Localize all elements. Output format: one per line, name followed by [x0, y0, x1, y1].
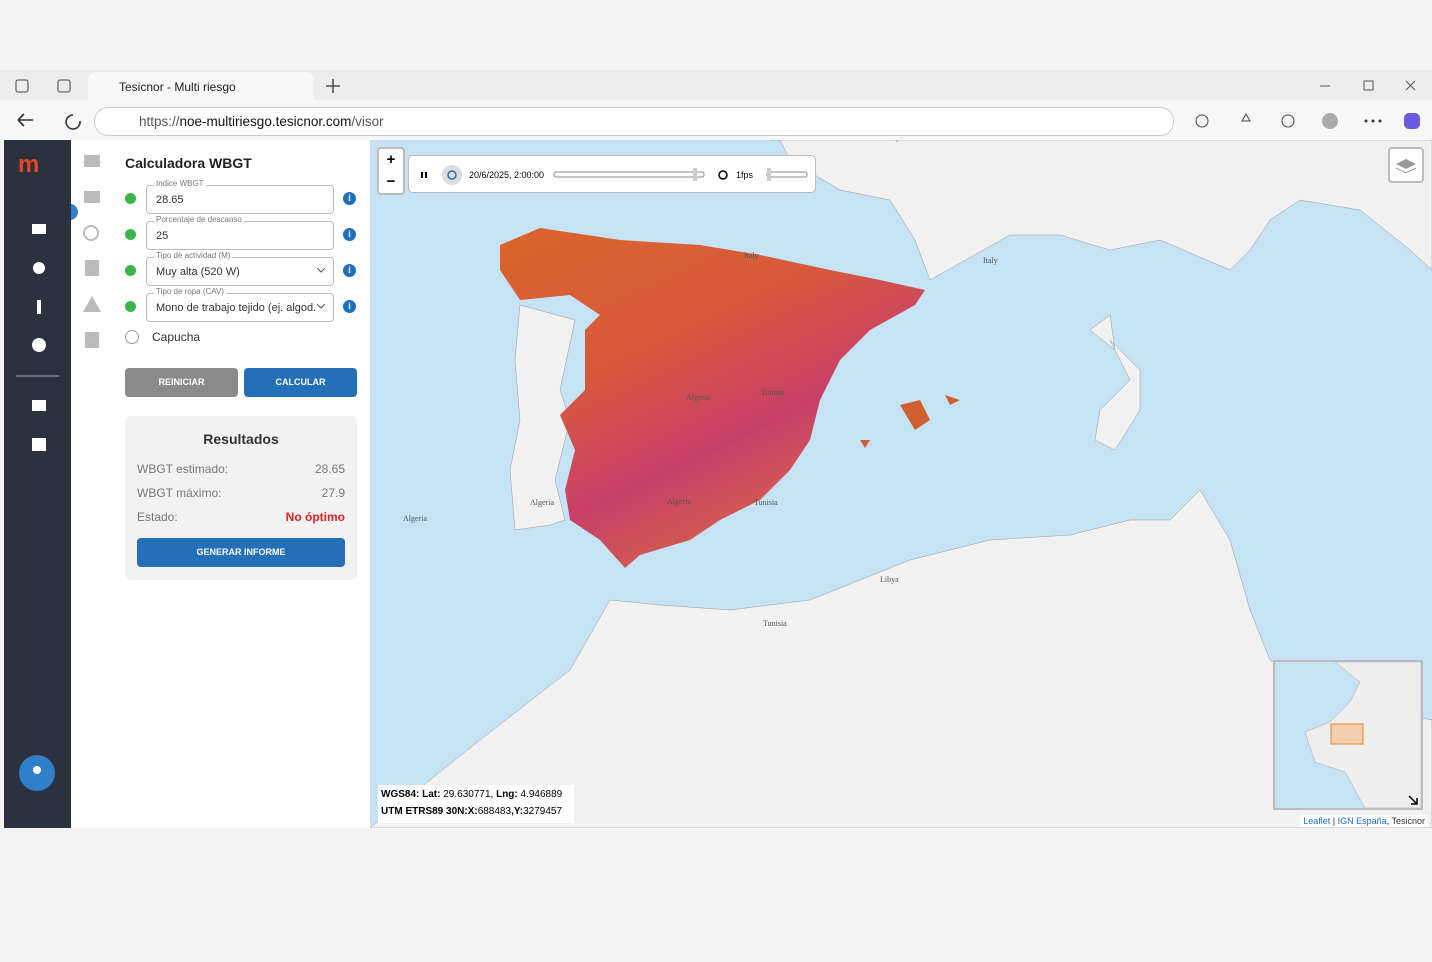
coordinates: WGS84: Lat: 29.630771, Lng: 4.946889 UTM …	[378, 785, 574, 823]
url-host: noe-multiriesgo.tesicnor.com	[179, 114, 352, 129]
checkbox-label: Capucha	[152, 330, 201, 344]
minimap-canvas	[1304, 661, 1422, 809]
place-label: Tunisia	[761, 388, 785, 397]
result-value: No óptimo	[285, 510, 345, 524]
place-label: Italy	[885, 140, 900, 142]
wgs-label: WGS84:	[381, 789, 420, 800]
wbgt-panel: Calculadora WBGT Indice WBGT 28.65 i Porc…	[113, 140, 370, 828]
results-box: Resultados WBGT estimado: 28.65 WBGT máxi…	[125, 416, 357, 580]
dropdown-arrow	[317, 304, 325, 309]
field-value: Muy alta (520 W)	[156, 266, 240, 278]
tesicnor: Tesicnor	[1391, 816, 1425, 826]
player-fps: 1fps	[736, 170, 754, 180]
player-datetime: 20/6/2025, 2:00:00	[469, 170, 545, 180]
attribution: Leaflet | IGN España, Tesicnor	[1300, 815, 1428, 827]
field-label: Porcentaje de descanso	[154, 215, 244, 224]
minimap[interactable]	[1273, 660, 1423, 810]
toolbar-icons	[1195, 112, 1420, 129]
x: 688483	[477, 806, 512, 817]
place-label: Algeria	[686, 393, 710, 402]
panel-title: Calculadora WBGT	[125, 155, 252, 171]
input-field[interactable]: Tipo de actividad (M) Muy alta (520 W)	[146, 251, 334, 286]
svg-text:m: m	[18, 151, 39, 178]
dropdown-arrow	[317, 268, 325, 273]
lng-label: Lng:	[496, 789, 518, 800]
results-title: Resultados	[203, 431, 279, 447]
result-label: Estado:	[137, 510, 178, 524]
field-value: Mono de trabajo tejido (ej. algod...	[156, 302, 316, 314]
sep: |	[1332, 816, 1336, 826]
field-value: 28.65	[156, 194, 184, 206]
zoom-control: + −	[377, 147, 405, 195]
y-label: ,Y:	[511, 806, 524, 817]
report-button[interactable]: GENERAR INFORME	[137, 538, 345, 567]
url-prefix: https://	[139, 114, 180, 129]
zoom-in[interactable]: +	[386, 151, 396, 168]
tool-icon-set	[62, 155, 101, 348]
nav-buttons	[17, 113, 81, 130]
place-label: Algeria	[530, 498, 554, 507]
place-label: Italy	[744, 251, 759, 260]
app-sidebar: m	[4, 140, 71, 828]
result-label: WBGT máximo:	[137, 486, 222, 500]
sep: ,	[1386, 816, 1390, 826]
input-field[interactable]: Indice WBGT 28.65	[146, 179, 334, 214]
field-label: Tipo de ropa (CAV)	[154, 287, 227, 296]
reset-button[interactable]: REINICIAR	[125, 368, 238, 397]
input-field[interactable]: Porcentaje de descanso 25	[146, 215, 334, 250]
calculate-button[interactable]: CALCULAR	[244, 368, 357, 397]
info-button[interactable]: i	[343, 264, 356, 277]
field-label: Indice WBGT	[154, 179, 206, 188]
result-value: 28.65	[314, 462, 345, 476]
info-button[interactable]: i	[343, 300, 356, 313]
status-dot	[125, 193, 136, 204]
place-label: Tunisia	[763, 619, 787, 628]
status-dot	[125, 229, 136, 240]
place-label: Tunisia	[754, 498, 778, 507]
utm-label: UTM ETRS89 30N:	[381, 806, 468, 817]
time-player: 20/6/2025, 2:00:00 1fps	[408, 155, 816, 193]
url-field[interactable]: https://noe-multiriesgo.tesicnor.com/vis…	[94, 107, 1174, 136]
checkbox[interactable]	[125, 330, 139, 344]
x-label: X:	[467, 806, 478, 817]
window-controls	[1320, 80, 1416, 91]
map-canvas	[370, 140, 1432, 828]
layer-icon	[1395, 159, 1417, 174]
leaflet-link[interactable]: Leaflet	[1303, 816, 1331, 826]
input-field[interactable]: Tipo de ropa (CAV) Mono de trabajo tejido…	[146, 287, 334, 322]
place-label: Algeria	[667, 497, 691, 506]
info-button[interactable]: i	[343, 192, 356, 205]
tool-icons	[62, 140, 114, 828]
field-label: Tipo de actividad (M)	[154, 251, 233, 260]
field-value: 25	[156, 230, 169, 242]
info-button[interactable]: i	[343, 228, 356, 241]
tab[interactable]: Tesicnor - Multi riesgo	[88, 72, 314, 100]
player-controls	[421, 165, 808, 185]
result-value: 27.9	[321, 486, 345, 500]
layer-control[interactable]	[1388, 147, 1424, 183]
sidebar-icons: m	[16, 151, 59, 791]
lat-label: Lat:	[422, 789, 441, 800]
tab-title: Tesicnor - Multi riesgo	[119, 80, 236, 94]
status-dot	[125, 265, 136, 276]
y: 3279457	[523, 806, 563, 817]
ign-link[interactable]: IGN España	[1337, 816, 1387, 826]
url-path: /visor	[351, 114, 384, 129]
place-label: Libya	[880, 575, 899, 584]
zoom-out[interactable]: −	[386, 173, 396, 190]
map[interactable]: FranceFranceFranceItalyCroatiaBosnia aIt…	[370, 140, 1432, 828]
lat: 29.630771	[443, 789, 491, 800]
lng: 4.946889	[520, 789, 563, 800]
result-label: WBGT estimado:	[137, 462, 229, 476]
place-label: Algeria	[403, 514, 427, 523]
place-label: Italy	[983, 256, 998, 265]
status-dot	[125, 301, 136, 312]
